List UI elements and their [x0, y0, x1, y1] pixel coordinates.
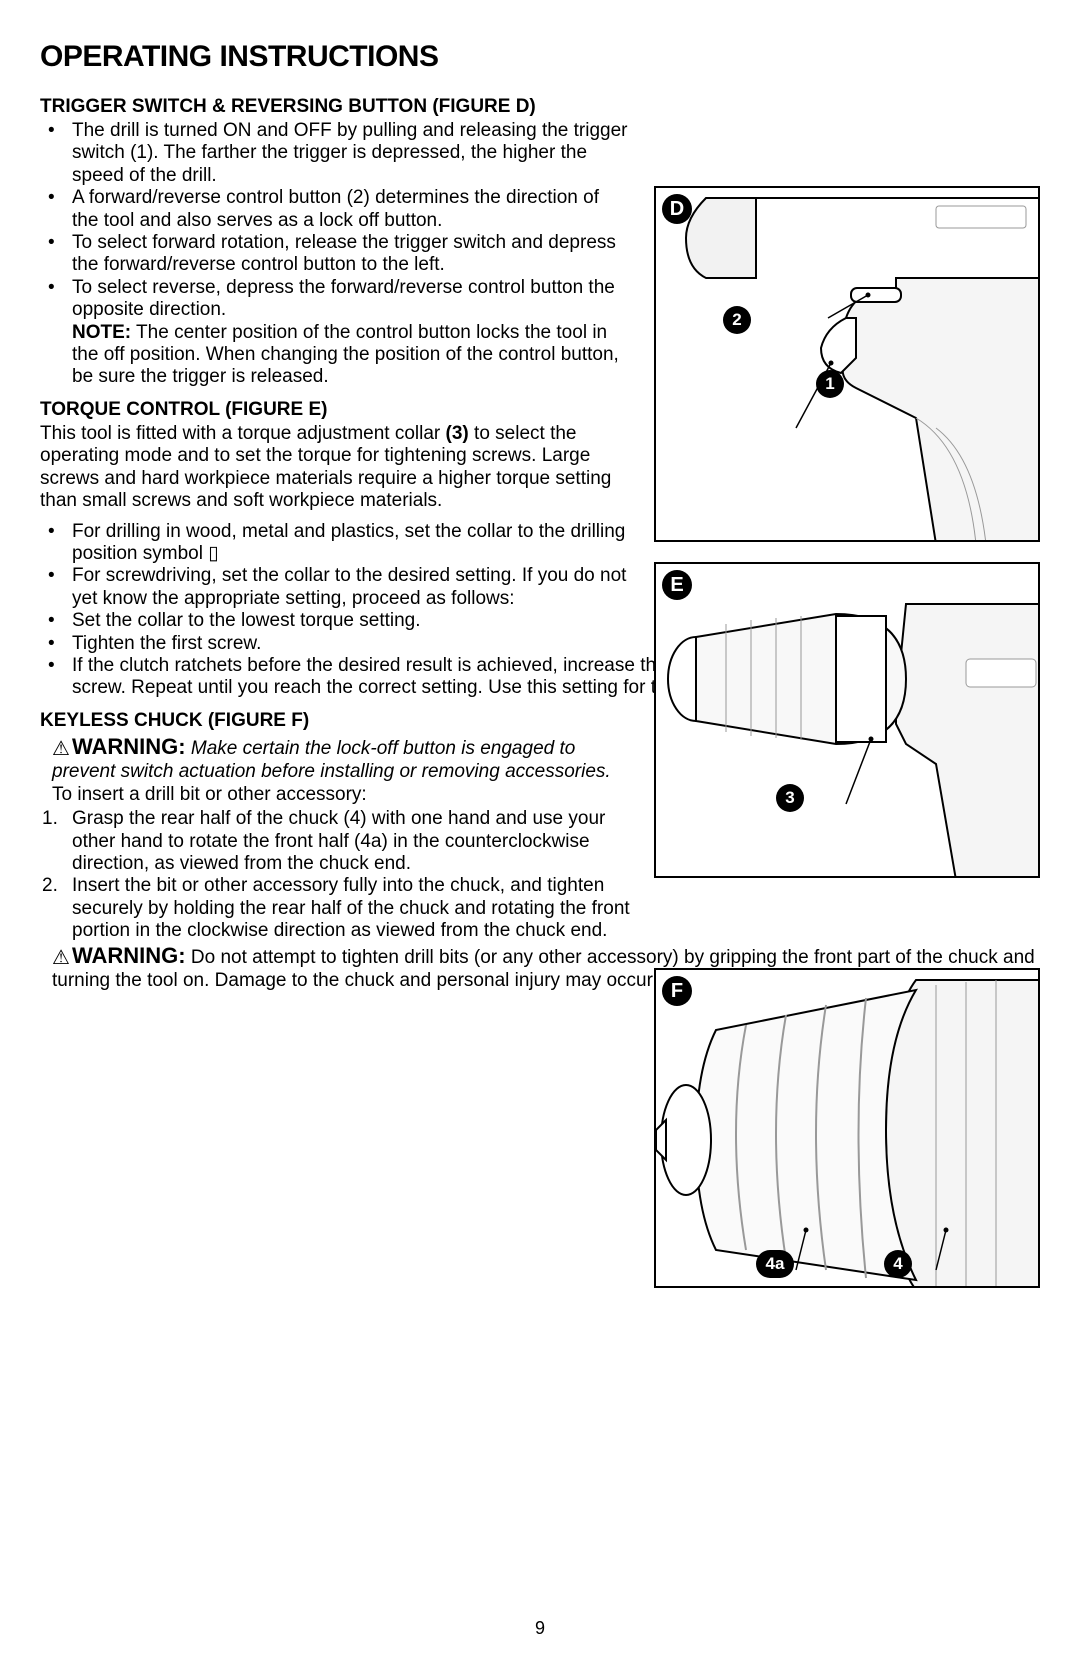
num-2: 2.	[42, 875, 58, 897]
chuck-n2: Insert the bit or other accessory fully …	[72, 875, 630, 941]
callout-1: 1	[816, 370, 844, 398]
drill-illustration-f	[656, 970, 1040, 1288]
figure-e-letter: E	[662, 570, 692, 600]
callout-2: 2	[723, 306, 751, 334]
num-1: 1.	[42, 808, 58, 830]
trigger-header: TRIGGER SWITCH & REVERSING BUTTON (FIGUR…	[40, 96, 630, 118]
drill-illustration-d	[656, 188, 1040, 542]
trigger-b3: To select forward rotation, release the …	[72, 232, 630, 277]
trigger-b2: A forward/reverse control button (2) det…	[72, 187, 630, 232]
chuck-step-2: 2.Insert the bit or other accessory full…	[72, 875, 630, 942]
torque-intro-a: This tool is fitted with a torque adjust…	[40, 423, 446, 444]
chuck-step-1: 1.Grasp the rear half of the chuck (4) w…	[72, 808, 630, 875]
figure-d: D 2 1	[654, 186, 1040, 542]
warning-icon: ⚠	[52, 738, 70, 762]
warning-label-2: WARNING:	[72, 943, 186, 968]
trigger-b4: To select reverse, depress the forward/r…	[72, 277, 630, 322]
chuck-n1: Grasp the rear half of the chuck (4) wit…	[72, 808, 605, 874]
warning-icon-2: ⚠	[52, 947, 70, 971]
figure-e: E 3	[654, 562, 1040, 878]
figure-f-letter: F	[662, 976, 692, 1006]
figure-f: F 4a 4	[654, 968, 1040, 1288]
callout-4a: 4a	[756, 1250, 794, 1278]
warning-label: WARNING:	[72, 734, 186, 759]
torque-intro-bold: (3)	[446, 423, 469, 444]
callout-4: 4	[884, 1250, 912, 1278]
callout-3: 3	[776, 784, 804, 812]
trigger-b1: The drill is turned ON and OFF by pullin…	[72, 120, 630, 187]
figure-d-letter: D	[662, 194, 692, 224]
note-label: NOTE:	[72, 322, 131, 343]
trigger-bullets: The drill is turned ON and OFF by pullin…	[40, 120, 630, 322]
note-text: The center position of the control butto…	[72, 322, 619, 388]
page-number: 9	[0, 1618, 1080, 1639]
trigger-note: NOTE: The center position of the control…	[40, 322, 630, 389]
page-title: OPERATING INSTRUCTIONS	[40, 40, 1040, 74]
drill-illustration-e	[656, 564, 1040, 878]
content: TRIGGER SWITCH & REVERSING BUTTON (FIGUR…	[40, 96, 1040, 993]
